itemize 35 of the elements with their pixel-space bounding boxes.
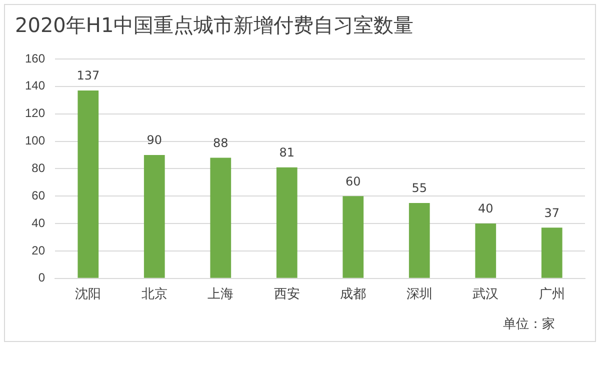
x-tick-label: 上海 — [208, 286, 234, 301]
y-tick-label: 120 — [24, 106, 46, 120]
data-label: 60 — [345, 174, 361, 188]
data-label: 40 — [478, 202, 494, 216]
chart-title: 2020年H1中国重点城市新增付费自习室数量 — [15, 13, 414, 38]
bar — [408, 202, 430, 278]
x-tick-label: 北京 — [141, 286, 168, 301]
bar — [144, 154, 165, 278]
bar — [210, 158, 232, 278]
data-label: 90 — [146, 133, 162, 148]
y-tick-label: 20 — [32, 243, 46, 258]
bar — [541, 228, 562, 278]
x-tick-label: 深圳 — [406, 286, 432, 301]
x-tick-label: 成都 — [340, 286, 366, 301]
y-tick-label: 60 — [32, 188, 46, 202]
bar — [475, 224, 496, 278]
y-tick-label: 140 — [24, 78, 46, 93]
y-tick-label: 0 — [38, 270, 46, 285]
bar — [78, 90, 99, 278]
x-tick-label: 西安 — [274, 286, 300, 301]
text: 单位：家 — [503, 316, 555, 333]
data-label: 137 — [76, 68, 100, 83]
bar — [276, 167, 298, 278]
y-tick-label: 100 — [24, 134, 46, 148]
x-tick-label: 广州 — [538, 286, 565, 301]
y-tick-label: 160 — [24, 51, 46, 66]
data-label: 81 — [279, 145, 295, 160]
x-tick-label: 武汉 — [472, 286, 499, 301]
y-tick-label: 40 — [32, 216, 46, 230]
data-label: 55 — [412, 181, 428, 196]
x-tick-label: 沈阳 — [75, 286, 102, 301]
y-tick-label: 80 — [32, 161, 46, 176]
data-label: 88 — [213, 136, 228, 150]
data-label: 37 — [544, 206, 560, 220]
bar — [342, 196, 364, 278]
